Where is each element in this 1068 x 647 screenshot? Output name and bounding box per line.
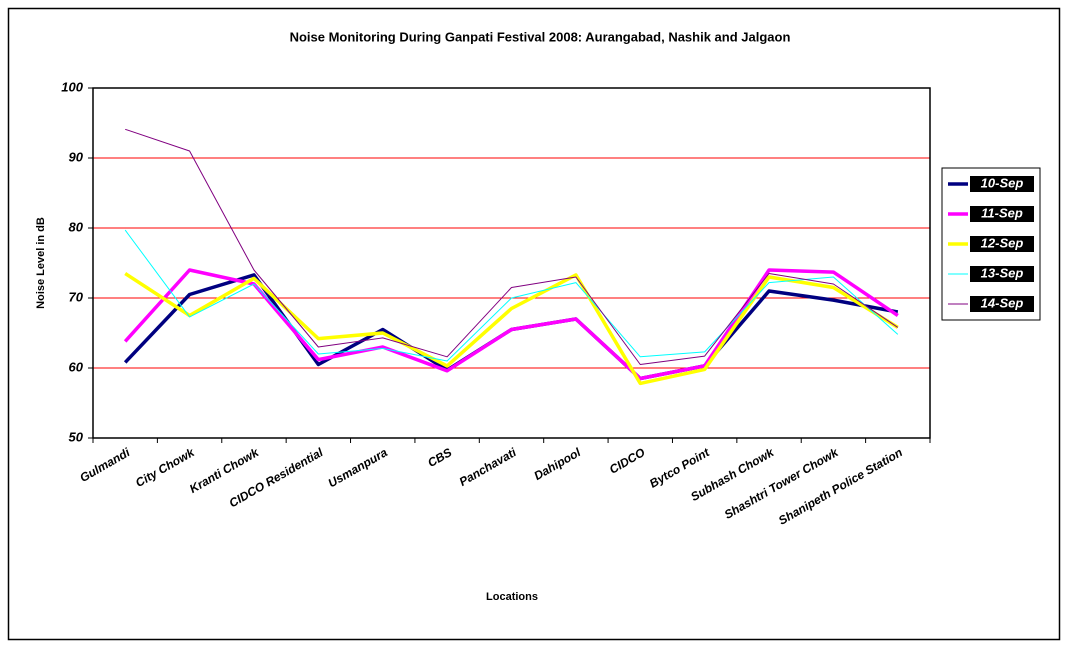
series-line [125, 128, 899, 365]
legend-label-bg [970, 266, 1034, 282]
chart-title: Noise Monitoring During Ganpati Festival… [290, 29, 791, 44]
y-axis-title: Noise Level in dB [35, 217, 47, 309]
x-axis-title: Locations [486, 591, 538, 603]
legend-label-bg [970, 206, 1034, 222]
legend-label-bg [970, 236, 1034, 252]
y-tick-label: 70 [69, 289, 84, 304]
legend-label: 12-Sep [981, 235, 1024, 250]
legend-label: 14-Sep [981, 295, 1024, 310]
legend-label: 11-Sep [981, 205, 1023, 220]
series-line [124, 229, 899, 362]
legend-label-bg [970, 296, 1034, 312]
y-tick-label: 60 [69, 359, 84, 374]
y-tick-label: 100 [61, 79, 83, 94]
plot-border [92, 87, 931, 439]
legend-label-bg [970, 176, 1034, 192]
y-tick-label: 50 [69, 429, 84, 444]
y-tick-label: 90 [69, 149, 84, 164]
legend-label: 13-Sep [981, 265, 1024, 280]
chart-border [7, 7, 1061, 641]
legend-label: 10-Sep [981, 175, 1024, 190]
y-tick-label: 80 [69, 219, 84, 234]
series-line [124, 272, 899, 386]
